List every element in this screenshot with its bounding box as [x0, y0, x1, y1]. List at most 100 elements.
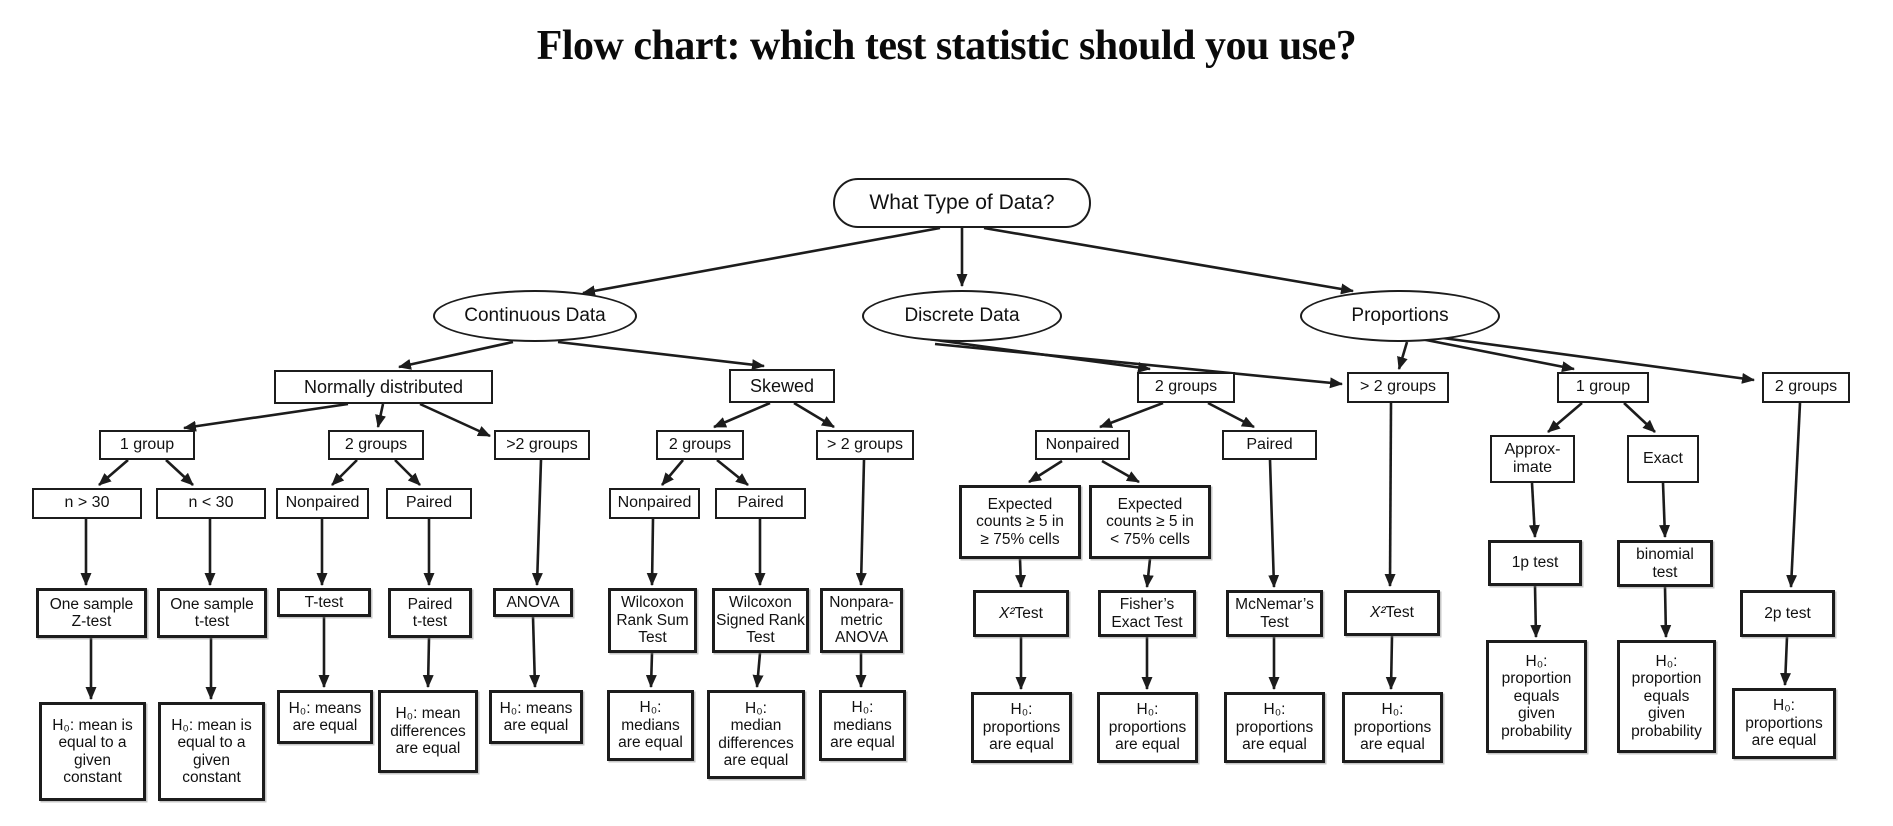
edge-d2groups-nonpaired [1099, 401, 1164, 429]
edge-d2groups-paired [1207, 401, 1255, 429]
node-h0-medians-equal-npanova: H₀: medians are equal [819, 690, 906, 761]
edge-root-continuous [582, 226, 941, 297]
edge-binomial-h0 [1660, 586, 1672, 638]
edge-root-proportions [983, 226, 1354, 295]
edge-s2groups-paired [716, 458, 749, 487]
edge-dpaired-mcnemars [1268, 459, 1280, 588]
node-continuous-data: Continuous Data [433, 290, 637, 342]
node-exact: Exact [1627, 435, 1699, 483]
chi-square-test-word: Test [1385, 604, 1414, 622]
edge-wrs-h0 [645, 652, 657, 688]
node-normal-paired: Paired [386, 488, 472, 519]
chi-square-test-word: Test [1014, 604, 1043, 622]
node-chi-square-test-gt2-groups: X² Test [1344, 590, 1440, 636]
page-title: Flow chart: which test statistic should … [536, 23, 1357, 69]
edge-sgt2groups-npanova [855, 459, 867, 586]
edge-normally-2groups [375, 403, 386, 428]
node-discrete-data: Discrete Data [862, 290, 1062, 342]
node-normal-gt2-groups: >2 groups [494, 430, 590, 460]
node-skewed: Skewed [729, 369, 835, 403]
node-expected-counts-lt-75pct: Expected counts ≥ 5 in < 75% cells [1089, 485, 1211, 559]
edge-2ptest-h0 [1780, 636, 1791, 686]
edge-exact-binomial [1659, 482, 1671, 538]
edge-anova-h0 [529, 616, 541, 688]
node-h0-mean-equals-constant-t: H₀: mean is equal to a given constant [158, 702, 265, 801]
edge-gt2groups-anova [531, 459, 543, 586]
node-chi-square-test-nonpaired: X² Test [973, 590, 1069, 637]
node-mcnemars-test: McNemar’s Test [1226, 590, 1323, 637]
edge-n2groups-nonpaired [331, 459, 358, 486]
node-paired-t-test: Paired t-test [388, 588, 472, 638]
node-proportions: Proportions [1300, 290, 1500, 342]
edge-dnonpaired-expectedlt75 [1101, 459, 1140, 484]
node-fishers-exact-test: Fisher’s Exact Test [1098, 590, 1196, 637]
node-normal-2-groups: 2 groups [328, 430, 424, 460]
chi-square-symbol: X² [1370, 604, 1386, 622]
edge-proportions-1group [1420, 337, 1575, 373]
node-t-test: T-test [277, 588, 371, 617]
edge-skewed-gt2groups [793, 401, 835, 429]
node-skewed-paired: Paired [715, 488, 806, 519]
node-h0-proportions-equal-2p: H₀: proportions are equal [1732, 688, 1836, 759]
node-one-sample-z-test: One sample Z-test [36, 588, 147, 638]
node-expected-counts-ge-75pct: Expected counts ≥ 5 in ≥ 75% cells [959, 485, 1081, 559]
edge-expectedlt75-fishers [1142, 558, 1154, 588]
edge-1group-ngt30 [98, 459, 129, 486]
node-skewed-gt2-groups: > 2 groups [816, 430, 914, 460]
edge-p1group-exact [1623, 402, 1656, 433]
node-h0-medians-equal-wrs: H₀: medians are equal [607, 690, 694, 761]
node-h0-median-differences-equal: H₀: median differences are equal [707, 690, 805, 779]
edge-normally-gt2groups [419, 402, 491, 438]
node-wilcoxon-rank-sum-test: Wilcoxon Rank Sum Test [608, 588, 697, 653]
edge-p1group-approximate [1547, 402, 1583, 433]
edge-chi2b-h0 [1385, 635, 1397, 690]
edge-dgt2groups-chi2 [1384, 402, 1396, 587]
edge-p2groups-2ptest [1786, 402, 1802, 588]
node-h0-mean-differences-equal: H₀: mean differences are equal [378, 690, 478, 773]
edge-discrete-gt2groups [934, 342, 1343, 389]
node-normally-distributed: Normally distributed [274, 370, 493, 404]
node-h0-mean-equals-constant-z: H₀: mean is equal to a given constant [39, 702, 146, 801]
node-one-sample-t-test: One sample t-test [157, 588, 267, 638]
edge-s2groups-nonpaired [661, 459, 684, 486]
node-wilcoxon-signed-rank-test: Wilcoxon Signed Rank Test [712, 588, 809, 653]
node-h0-means-equal-anova: H₀: means are equal [489, 690, 583, 744]
edge-proportions-2groups [1427, 334, 1755, 384]
node-h0-means-equal-ttest: H₀: means are equal [277, 690, 373, 744]
node-nonparametric-anova: Nonpara- metric ANOVA [820, 588, 903, 653]
edge-expectedge75-chi2 [1015, 558, 1027, 588]
node-anova: ANOVA [493, 588, 573, 617]
node-1p-test: 1p test [1488, 540, 1582, 586]
edge-1ptest-h0 [1530, 585, 1542, 638]
node-what-type-of-data: What Type of Data? [833, 178, 1091, 228]
node-h0-proportions-equal-fishers: H₀: proportions are equal [1097, 692, 1198, 763]
node-approximate: Approx- imate [1490, 435, 1575, 483]
edge-skewed-2groups [713, 401, 771, 429]
node-proportions-1-group: 1 group [1557, 372, 1649, 403]
node-discrete-gt2-groups: > 2 groups [1347, 372, 1449, 403]
node-discrete-paired: Paired [1222, 430, 1317, 460]
node-proportions-2-groups: 2 groups [1762, 372, 1850, 403]
node-normal-1-group: 1 group [99, 430, 195, 460]
node-skewed-nonpaired: Nonpaired [609, 488, 700, 519]
node-h0-proportion-equals-probability-binomial: H₀: proportion equals given probability [1617, 640, 1716, 753]
edge-proportions-gt2groups [1397, 341, 1409, 370]
node-h0-proportions-equal-chi2b: H₀: proportions are equal [1342, 692, 1443, 763]
node-n-gt-30: n > 30 [32, 488, 142, 519]
edge-n2groups-paired [394, 459, 421, 486]
node-skewed-2-groups: 2 groups [656, 430, 744, 460]
node-discrete-2-groups: 2 groups [1137, 372, 1235, 403]
edge-continuous-skewed [557, 340, 765, 371]
edge-1group-nlt30 [165, 459, 194, 486]
node-2p-test: 2p test [1740, 590, 1835, 637]
edge-approximate-1ptest [1528, 482, 1540, 538]
node-normal-nonpaired: Nonpaired [276, 488, 369, 519]
node-n-lt-30: n < 30 [156, 488, 266, 519]
edge-snonpaired-wrs [646, 518, 658, 586]
edge-pairedttest-h0 [422, 637, 434, 688]
edge-wsr-h0 [752, 652, 764, 688]
edge-continuous-normally [398, 340, 514, 370]
node-discrete-nonpaired: Nonpaired [1035, 430, 1130, 460]
